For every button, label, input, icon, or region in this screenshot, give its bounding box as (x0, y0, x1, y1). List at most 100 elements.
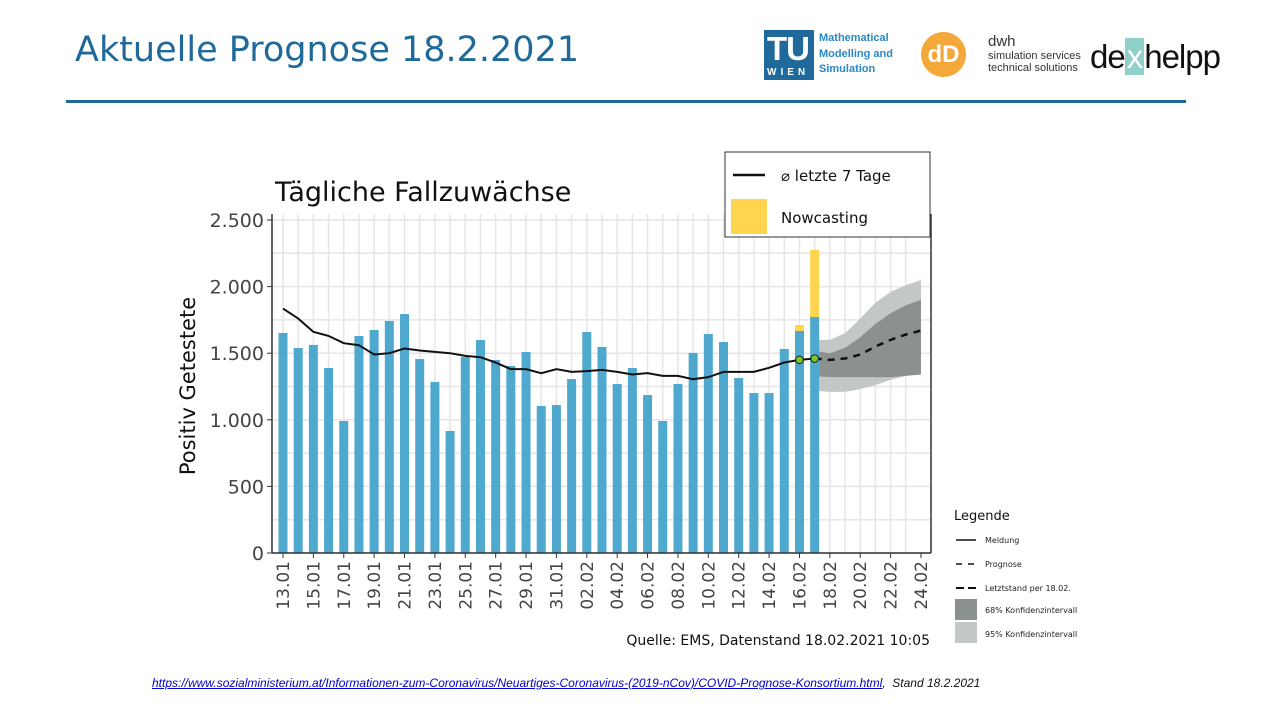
dex-pre: de (1090, 38, 1126, 75)
bar (810, 316, 820, 553)
bar (734, 377, 744, 553)
x-tick-label: 24.02 (912, 561, 932, 610)
dex-x: x (1124, 38, 1145, 75)
bar (582, 332, 592, 553)
x-tick-label: 12.02 (730, 561, 750, 610)
x-tick-label: 13.01 (274, 561, 294, 610)
slide-title: Aktuelle Prognose 18.2.2021 (75, 30, 580, 70)
bar (551, 405, 561, 553)
bar (339, 420, 349, 553)
tu-line: Simulation (819, 63, 876, 75)
bar (749, 393, 759, 553)
bar (703, 334, 713, 553)
tu-logo-wien: WIEN (767, 67, 810, 78)
y-tick-label: 2.500 (210, 210, 264, 232)
bar (506, 365, 516, 553)
forecast-line (814, 329, 922, 362)
x-tick-label: 20.02 (851, 561, 871, 610)
x-tick-label: 17.01 (335, 561, 355, 610)
x-tick-label: 06.02 (639, 561, 659, 610)
bar (293, 348, 303, 553)
x-tick-label: 08.02 (669, 561, 689, 610)
y-tick-label: 1.000 (210, 410, 264, 432)
bar (521, 352, 531, 553)
x-tick-label: 02.02 (578, 561, 598, 610)
side-legend-title: Legende (954, 509, 1010, 524)
bar (536, 405, 546, 553)
tu-wien-logo: TU WIEN (764, 30, 814, 80)
x-tick-label: 18.02 (821, 561, 841, 610)
bar (491, 359, 501, 553)
bar (308, 344, 318, 553)
y-tick-label: 0 (252, 543, 264, 565)
x-tick-label: 22.02 (882, 561, 902, 610)
x-tick-label: 25.01 (456, 561, 476, 610)
dwh-name: dwh (988, 33, 1016, 50)
x-tick-label: 21.01 (396, 561, 416, 610)
bar (764, 393, 774, 553)
side-legend-item: Meldung (985, 536, 1019, 545)
bar (688, 352, 698, 553)
ci68-band (811, 299, 921, 378)
bar (673, 383, 683, 553)
dex-post: helpp (1144, 38, 1221, 75)
bar (567, 379, 577, 553)
legend-nowcasting: Nowcasting (781, 209, 868, 227)
source-note: Quelle: EMS, Datenstand 18.02.2021 10:05 (626, 633, 930, 649)
bar (612, 383, 622, 553)
tu-line: Modelling and (819, 47, 893, 60)
bar (324, 367, 334, 553)
bar (430, 381, 440, 553)
footer: https://www.sozialministerium.at/Informa… (152, 676, 981, 690)
x-tick-label: 16.02 (790, 561, 810, 610)
bar (369, 330, 379, 553)
side-legend: Legende Meldung Prognose Letztstand per … (954, 509, 1077, 643)
dexhelpp-logo: dexhelpp (1090, 38, 1221, 76)
avg7-line (282, 307, 815, 381)
bar (658, 420, 668, 553)
x-tick-label: 27.01 (487, 561, 507, 610)
bar (384, 320, 394, 553)
chart-title: Tägliche Fallzuwächse (274, 177, 571, 208)
x-tick-label: 19.01 (365, 561, 385, 610)
bar (415, 359, 425, 553)
footer-stand: Stand 18.2.2021 (892, 676, 981, 690)
bar (278, 332, 288, 553)
side-legend-item: 95% Konfidenzintervall (985, 630, 1077, 639)
source-link[interactable]: https://www.sozialministerium.at/Informa… (152, 676, 883, 690)
x-tick-label: 04.02 (608, 561, 628, 610)
latest-marker (810, 354, 819, 363)
x-tick-label: 31.01 (547, 561, 567, 610)
tu-logo-text: Mathematical Modelling and Simulation (819, 31, 893, 78)
side-legend-item: 68% Konfidenzintervall (985, 606, 1077, 615)
x-tick-label: 15.01 (304, 561, 324, 610)
tu-line: Mathematical (819, 32, 889, 44)
bar (719, 342, 729, 553)
bar (445, 430, 455, 553)
bar (643, 395, 653, 553)
bar (779, 348, 789, 553)
y-tick-label: 2.000 (210, 277, 264, 299)
legend-nowcast-swatch (731, 199, 767, 234)
x-tick-label: 10.02 (699, 561, 719, 610)
side-legend-item: Prognose (985, 560, 1022, 569)
dwh-logo-text: dwh simulation services technical soluti… (988, 33, 1081, 74)
title-divider (66, 100, 1186, 103)
bar (475, 340, 485, 553)
latest-marker (795, 355, 804, 365)
bar (794, 330, 804, 553)
legend-avg7: ⌀ letzte 7 Tage (781, 167, 891, 185)
side-legend-item: Letztstand per 18.02. (985, 584, 1071, 593)
dwh-logo: dD (921, 32, 966, 77)
y-tick-label: 1.500 (210, 343, 264, 365)
dwh-line: simulation services (988, 50, 1081, 62)
dwh-line: technical solutions (988, 62, 1078, 74)
x-tick-label: 14.02 (760, 561, 780, 610)
tu-logo-mark: TU (767, 30, 810, 67)
chart-legend: ⌀ letzte 7 Tage Nowcasting (724, 151, 931, 238)
bar (354, 336, 364, 553)
x-tick-label: 29.01 (517, 561, 537, 610)
y-tick-label: 500 (228, 476, 264, 498)
bar (400, 314, 410, 553)
